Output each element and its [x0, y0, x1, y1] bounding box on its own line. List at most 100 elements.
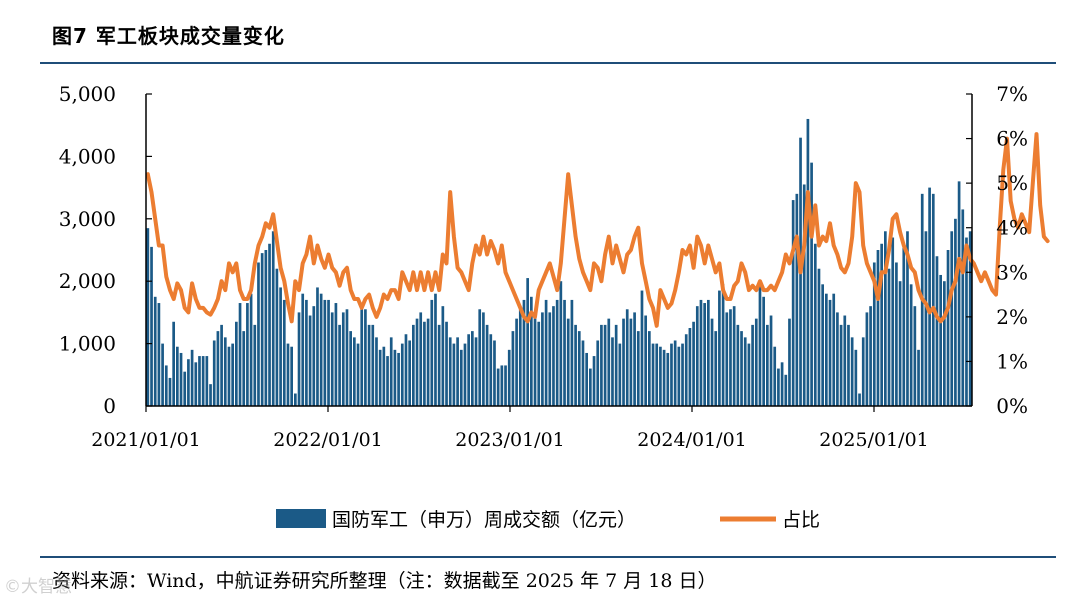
- bar: [589, 368, 592, 406]
- bar: [452, 343, 456, 406]
- bar: [943, 281, 946, 406]
- bar: [592, 356, 596, 406]
- bar: [629, 318, 633, 406]
- bar: [640, 290, 644, 406]
- bar: [681, 343, 684, 406]
- bar: [412, 324, 415, 406]
- bar: [238, 303, 242, 406]
- bar: [810, 162, 813, 406]
- bar: [603, 324, 607, 406]
- bar: [618, 343, 622, 406]
- bar: [854, 349, 858, 406]
- bar: [179, 352, 183, 406]
- bar: [880, 243, 883, 406]
- bar: [939, 274, 942, 406]
- bar: [699, 299, 703, 406]
- bar: [282, 299, 286, 406]
- bar: [585, 352, 588, 406]
- bar: [688, 328, 692, 406]
- bar: [600, 324, 603, 406]
- bar: [574, 324, 577, 406]
- bar: [684, 334, 688, 406]
- bar: [861, 337, 865, 406]
- bar: [172, 321, 175, 406]
- bar: [662, 349, 666, 406]
- bar: [279, 287, 282, 406]
- bar: [563, 299, 566, 406]
- bar: [773, 346, 777, 406]
- bar: [323, 299, 327, 406]
- bar: [622, 318, 625, 406]
- bar: [917, 349, 920, 406]
- bar: [887, 268, 891, 406]
- bar: [581, 340, 585, 406]
- bar: [518, 309, 522, 406]
- bar: [301, 293, 305, 406]
- bar: [364, 309, 367, 406]
- bar: [677, 346, 681, 406]
- bar: [865, 312, 869, 406]
- bar: [537, 321, 541, 406]
- bar: [271, 231, 275, 406]
- bar: [294, 393, 297, 406]
- bar: [515, 318, 518, 406]
- left-tick-label: 3,000: [59, 207, 116, 231]
- bar: [577, 331, 581, 406]
- figure-title: 图7 军工板块成交量变化: [52, 24, 285, 48]
- bar: [666, 352, 670, 406]
- bar: [150, 246, 153, 406]
- bar: [721, 284, 725, 406]
- bar: [415, 318, 419, 406]
- bar: [625, 309, 629, 406]
- bar: [308, 315, 312, 406]
- bar: [404, 334, 408, 406]
- bar: [327, 299, 330, 406]
- bar: [891, 237, 895, 406]
- bar: [821, 284, 824, 406]
- x-tick-label: 2023/01/01: [455, 429, 565, 451]
- bar: [736, 324, 740, 406]
- bar: [345, 309, 349, 406]
- legend: 国防军工（申万）周成交额（亿元） 占比: [276, 509, 820, 531]
- bar: [832, 293, 836, 406]
- bar: [378, 349, 382, 406]
- bar: [187, 359, 190, 406]
- bar: [559, 281, 563, 406]
- bar: [423, 321, 426, 406]
- bar: [493, 340, 496, 406]
- left-tick-label: 4,000: [59, 144, 116, 168]
- bar: [825, 293, 828, 406]
- bar: [570, 299, 574, 406]
- bar: [648, 331, 651, 406]
- bar: [367, 324, 371, 406]
- bar: [673, 340, 677, 406]
- right-tick-label: 5%: [996, 171, 1028, 195]
- bar: [194, 362, 198, 406]
- bar: [718, 290, 721, 406]
- bar: [928, 187, 931, 406]
- bar: [482, 312, 485, 406]
- bar: [872, 262, 876, 406]
- bar: [869, 306, 872, 406]
- bar: [474, 337, 478, 406]
- bar: [441, 306, 445, 406]
- x-tick-label: 2022/01/01: [273, 429, 383, 451]
- bar: [227, 346, 231, 406]
- bar: [437, 324, 441, 406]
- right-tick-label: 1%: [996, 349, 1028, 373]
- bar: [596, 340, 600, 406]
- bar: [695, 306, 699, 406]
- bar: [828, 299, 832, 406]
- bar: [850, 337, 854, 406]
- bar: [566, 318, 570, 406]
- bar: [758, 281, 762, 406]
- bar: [209, 384, 212, 406]
- bar: [360, 306, 364, 406]
- bar: [220, 324, 223, 406]
- bar: [164, 365, 168, 406]
- bar: [747, 343, 751, 406]
- bar: [526, 278, 529, 406]
- bar: [341, 312, 345, 406]
- right-tick-label: 0%: [996, 394, 1028, 418]
- bar: [555, 299, 559, 406]
